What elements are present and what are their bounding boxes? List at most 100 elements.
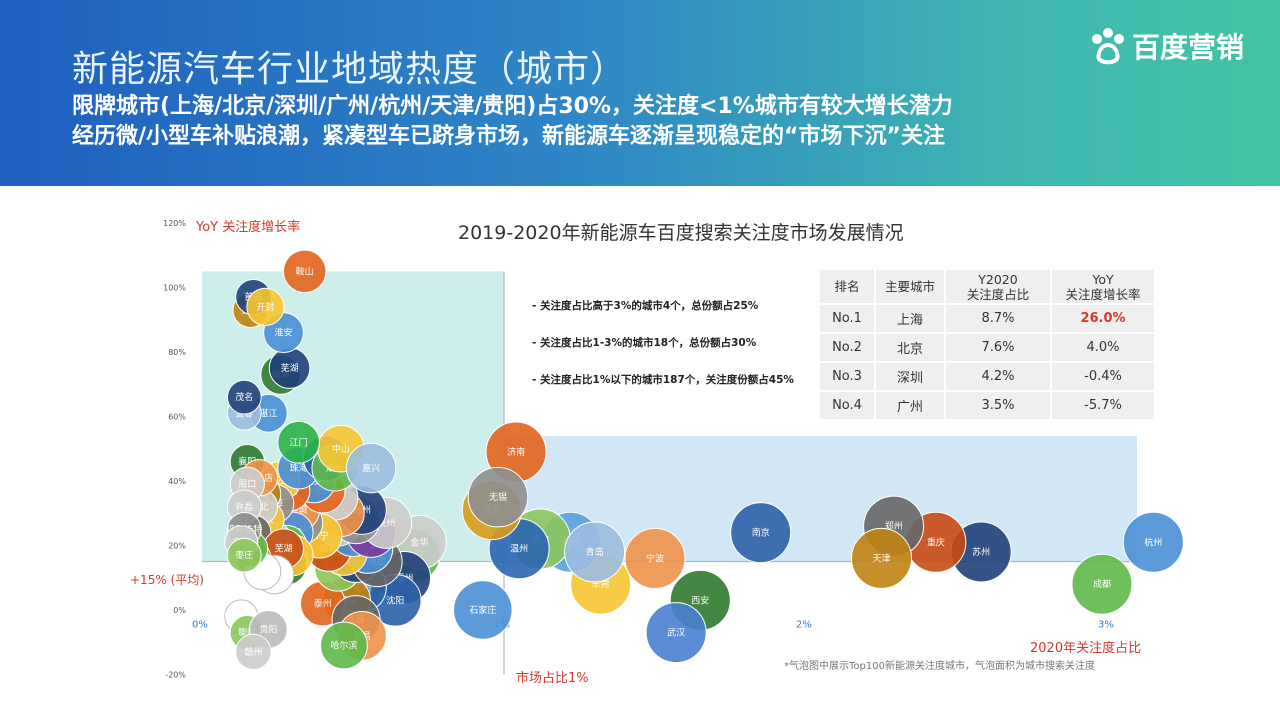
cell-city: 广州 (876, 392, 944, 419)
bubble-label: 成都 (1093, 578, 1111, 590)
x-tick-label: 0% (192, 620, 208, 631)
bubble-label: 湛江 (259, 408, 277, 419)
bubble-point (320, 621, 368, 670)
y-tick-label: 120% (163, 219, 186, 228)
bubble-label: 江门 (290, 436, 308, 448)
bullet-2: - 关注度占比1-3%的城市18个，总份额占30% (532, 337, 757, 349)
bubble-label: 天津 (872, 553, 890, 564)
summary-bullets: - 关注度占比高于3%的城市4个，总份额占25% - 关注度占比1-3%的城市1… (532, 298, 794, 409)
bubble-label: 开封 (256, 301, 274, 313)
table-row: No.1 上海 8.7% 26.0% (820, 305, 1154, 332)
bubble-label: 石家庄 (469, 604, 496, 616)
bubble-point (277, 420, 321, 464)
chart-title: 2019-2020年新能源车百度搜索关注度市场发展情况 (458, 222, 904, 244)
y-tick-label: 20% (168, 542, 186, 551)
baidu-logo: 百度营销 (1088, 26, 1244, 66)
bubble-point (624, 527, 686, 589)
y-tick-label: 0% (173, 606, 186, 615)
bubble-label: 哈尔滨 (330, 639, 357, 651)
bullet-3: - 关注度占比1%以下的城市187个，关注度份额占45% (532, 374, 794, 386)
x-tick-label: 3% (1098, 620, 1114, 631)
bubble-label: 许昌 (235, 501, 253, 513)
bubble-point (345, 442, 397, 494)
bubble-label: 武汉 (667, 627, 685, 639)
bubble-label: 镇江 (253, 565, 271, 577)
bubble-label: 鞍山 (296, 265, 314, 277)
bubble-label: 嘉兴 (362, 462, 380, 474)
ranking-table: 排名 主要城市 Y2020 关注度占比 YoY 关注度增长率 No.1 上海 8… (818, 268, 1156, 421)
y-tick-label: 60% (168, 413, 186, 422)
chart-note: *气泡图中展示Top100新能源关注度城市，气泡面积为城市搜索关注度 (784, 661, 1095, 672)
bubble-point (467, 466, 529, 528)
bubble-chart: 120%100%80%60%40%20%0%-20%0%1%2%3%杭州成都苏州… (163, 219, 1184, 680)
bubble-label: 温州 (510, 544, 528, 555)
bubble-label: 沈阳 (386, 594, 404, 606)
bubble-point (1071, 553, 1133, 615)
average-line-label: +15% (平均) (130, 573, 204, 587)
bubble-point (1122, 511, 1184, 573)
bubble-label: 中山 (332, 443, 350, 455)
bubble-label: 芜湖 (275, 543, 293, 555)
y-axis-label: YoY 关注度增长率 (196, 220, 301, 235)
bubble-label: 济南 (507, 446, 525, 458)
header-banner: 新能源汽车行业地域热度（城市） 限牌城市(上海/北京/深圳/广州/杭州/天津/贵… (0, 0, 1280, 186)
cell-city: 上海 (876, 305, 944, 332)
bubble-point (235, 633, 272, 671)
cell-rank: No.1 (820, 305, 874, 332)
bubble-label: 贵阳 (259, 623, 277, 635)
header-rank: 排名 (820, 270, 874, 303)
bubble-label: 芜湖 (281, 362, 299, 374)
header-yoy: YoY 关注度增长率 (1052, 270, 1154, 303)
cell-yoy: -0.4% (1052, 363, 1154, 390)
bubble-point (453, 580, 513, 640)
bubble-label: 金华 (410, 536, 428, 548)
x-axis-label: 2020年关注度占比 (1030, 641, 1142, 656)
bubble-label: 无锡 (489, 492, 507, 503)
bubble-label: 茂名 (235, 391, 253, 403)
cell-city: 深圳 (876, 363, 944, 390)
y-tick-label: 100% (163, 284, 186, 293)
bubble-label: 淮安 (275, 327, 293, 339)
cell-rank: No.2 (820, 334, 874, 361)
cell-share: 7.6% (946, 334, 1050, 361)
logo-text: 百度营销 (1132, 31, 1245, 64)
bubble-label: 枣庄 (235, 549, 253, 561)
subtitle-line-1: 限牌城市(上海/北京/深圳/广州/杭州/天津/贵阳)占30%，关注度<1%城市有… (72, 94, 953, 119)
bubble-label: 珠海 (290, 462, 308, 474)
cell-yoy: -5.7% (1052, 392, 1154, 419)
table-row: No.2 北京 7.6% 4.0% (820, 334, 1154, 361)
bullet-1: - 关注度占比高于3%的城市4个，总份额占25% (532, 300, 759, 312)
bubble-point (282, 249, 327, 294)
bubble-point (645, 602, 707, 664)
bubble-label: 赣州 (244, 646, 262, 658)
bubble-point (851, 527, 912, 589)
cell-share: 4.2% (946, 363, 1050, 390)
header-city: 主要城市 (876, 270, 944, 303)
bubble-point (226, 379, 262, 415)
y-tick-label: 40% (168, 477, 186, 486)
header-share: Y2020 关注度占比 (946, 270, 1050, 303)
table-row: No.3 深圳 4.2% -0.4% (820, 363, 1154, 390)
bubble-label: 泰州 (314, 598, 332, 610)
cell-city: 北京 (876, 334, 944, 361)
bubble-label: 南京 (752, 527, 770, 539)
baidu-paw-icon (1092, 28, 1124, 65)
bubble-point (246, 287, 285, 326)
y-tick-label: -20% (165, 671, 186, 680)
cell-yoy: 26.0% (1052, 305, 1154, 332)
bubble-label: 杭州 (1144, 536, 1162, 548)
bubble-label: 重庆 (927, 536, 945, 548)
cell-rank: No.4 (820, 392, 874, 419)
bubble-point (226, 537, 262, 573)
subtitle-line-2: 经历微/小型车补贴浪潮，紧凑型车已跻身市场，新能源车逐渐呈现稳定的“市场下沉”关… (72, 124, 945, 149)
y-tick-label: 80% (168, 348, 186, 357)
market-line-label: 市场占比1% (516, 671, 589, 686)
cell-share: 8.7% (946, 305, 1050, 332)
table-row: No.4 广州 3.5% -5.7% (820, 392, 1154, 419)
table-header-row: 排名 主要城市 Y2020 关注度占比 YoY 关注度增长率 (820, 270, 1154, 303)
bubble-point (564, 521, 626, 583)
cell-yoy: 4.0% (1052, 334, 1154, 361)
bubble-point (730, 502, 792, 564)
bubble-label: 周口 (238, 479, 256, 490)
page-title: 新能源汽车行业地域热度（城市） (72, 49, 628, 90)
